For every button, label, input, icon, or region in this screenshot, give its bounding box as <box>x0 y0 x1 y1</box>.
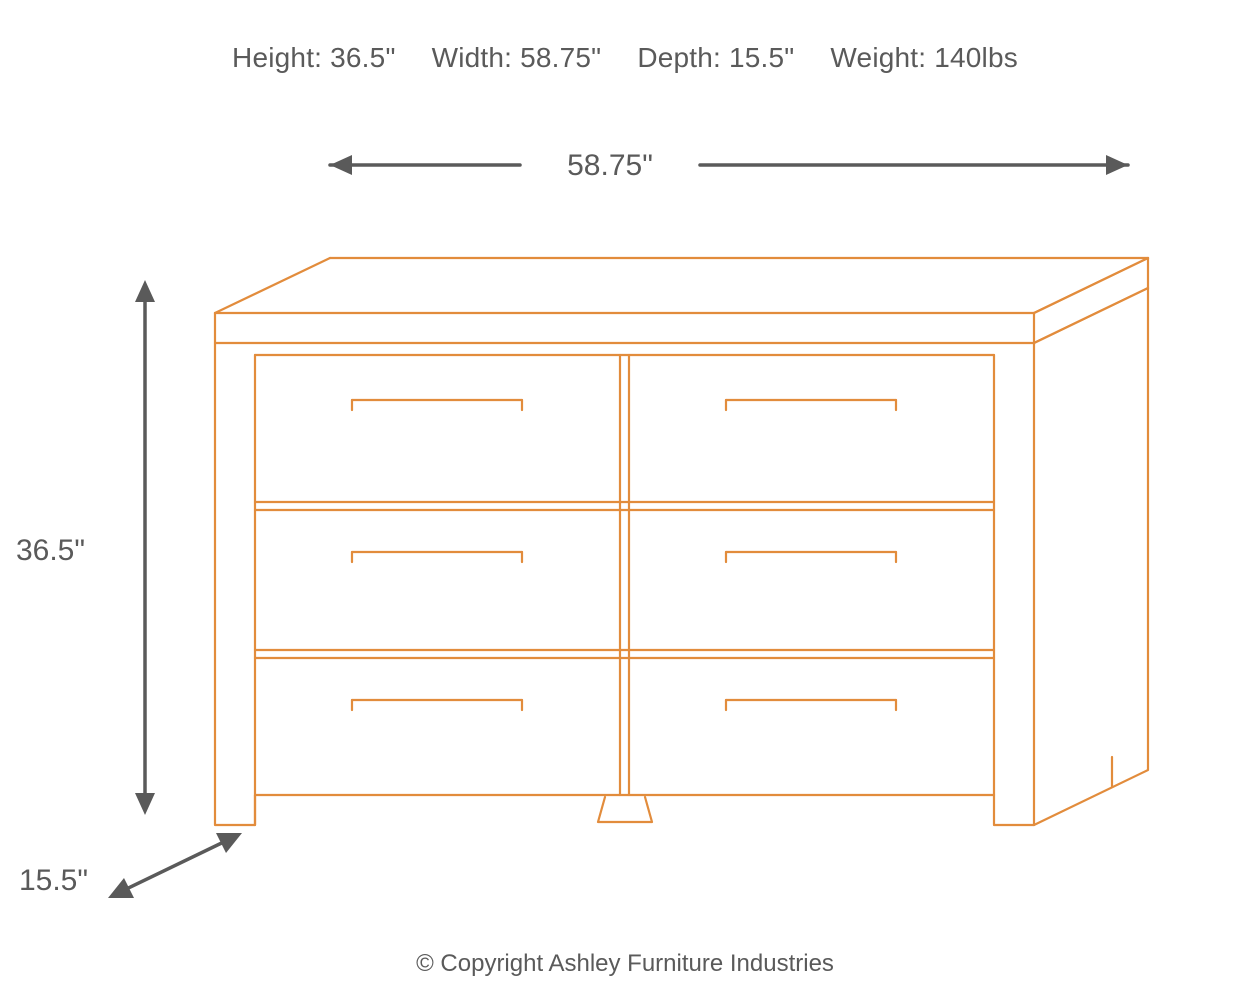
height-value: 36.5" <box>16 534 85 567</box>
diagram-svg: 58.75" 36.5" 15.5" <box>0 0 1250 1000</box>
width-value: 58.75" <box>567 149 653 182</box>
height-dimension: 36.5" <box>16 280 155 815</box>
dresser <box>215 258 1148 825</box>
width-dimension: 58.75" <box>330 149 1128 182</box>
copyright-text: © Copyright Ashley Furniture Industries <box>0 950 1250 978</box>
dimension-diagram: Height: 36.5" Width: 58.75" Depth: 15.5"… <box>0 0 1250 1000</box>
depth-dimension: 15.5" <box>19 833 242 898</box>
depth-value: 15.5" <box>19 864 88 897</box>
